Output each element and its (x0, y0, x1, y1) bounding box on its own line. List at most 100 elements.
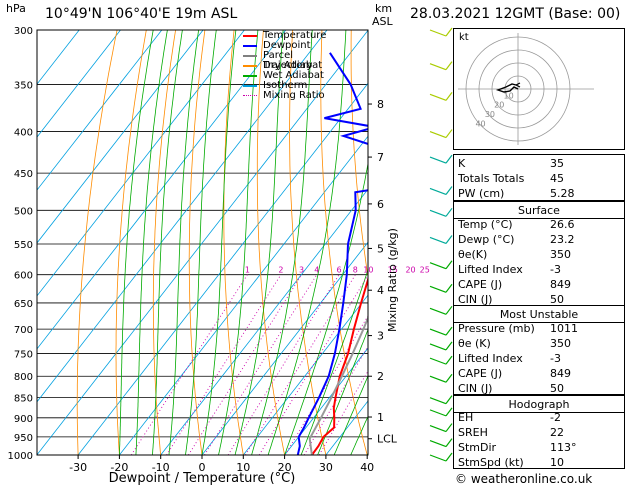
hodograph-panel: kt 10 20 30 40 (453, 28, 625, 150)
wind-barb (429, 307, 447, 315)
section-title: Most Unstable (499, 308, 579, 321)
temperature-tick-label: 30 (319, 461, 333, 474)
index-value: 45 (550, 172, 564, 185)
index-row: Totals Totals 45 (458, 171, 620, 186)
wind-barb (445, 260, 453, 270)
asl-label: ASL (372, 15, 393, 28)
section-title: Hodograph (508, 398, 570, 411)
wind-barb (429, 425, 447, 433)
wind-barb (429, 285, 447, 293)
index-label: CIN (J) (458, 293, 493, 306)
wind-barb (445, 27, 453, 37)
index-row: StmSpd (kt) 10 (458, 455, 620, 470)
wind-barb (445, 355, 453, 365)
index-label: SREH (458, 426, 488, 439)
wind-barb (445, 341, 453, 351)
index-value: 50 (550, 382, 564, 395)
legend-swatch (243, 85, 257, 87)
wet-adiabat-line (152, 30, 183, 455)
height-tick-label: 2 (377, 370, 384, 383)
wind-barb (429, 209, 447, 217)
index-label: CAPE (J) (458, 278, 503, 291)
wet-adiabat-line (135, 30, 168, 455)
index-value: 26.6 (550, 218, 575, 231)
height-tick-label: 8 (377, 98, 384, 111)
wind-barb (429, 63, 447, 71)
wind-barb (445, 438, 453, 447)
legend-item: Wet Adiabat (243, 71, 335, 81)
legend-label: Temperature (263, 30, 327, 41)
index-row: EH -2 (458, 410, 620, 425)
parcel-trajectory-curve (308, 315, 368, 455)
mixing-ratio-line (318, 370, 368, 455)
mixing-ratio-label: 10 (363, 266, 373, 275)
legend-label: Mixing Ratio (263, 90, 325, 101)
height-tick-label: 6 (377, 198, 384, 211)
mixing-ratio-label: 25 (420, 266, 430, 275)
x-axis-label: Dewpoint / Temperature (°C) (109, 471, 296, 486)
index-row: CAPE (J) 849 (458, 366, 620, 381)
dry-adiabat-line (76, 30, 118, 455)
storm-motion-marker (514, 82, 521, 88)
hodograph-ring-label: 40 (475, 119, 485, 128)
index-label: Lifted Index (458, 263, 523, 276)
index-row: Temp (°C) 26.6 (458, 217, 620, 232)
index-value: 849 (550, 367, 571, 380)
wet-adiabat-line (251, 30, 313, 455)
wet-adiabat-line (317, 328, 368, 455)
index-value: 10 (550, 456, 564, 469)
dry-adiabat-line (256, 30, 285, 455)
isotherm-line (37, 30, 163, 191)
wind-barb (429, 93, 447, 101)
wind-barb (445, 207, 453, 217)
height-tick-label: 7 (377, 151, 384, 164)
pressure-tick-label: 950 (14, 433, 33, 444)
index-row: Dewp (°C) 23.2 (458, 232, 620, 247)
legend-swatch (243, 75, 257, 77)
legend-label: Wet Adiabat (263, 70, 324, 81)
isotherm-line (242, 294, 368, 455)
mixing-ratio-label: 6 (336, 266, 341, 275)
indices-panel: K 35 Totals Totals 45 PW (cm) 5.28 (453, 154, 625, 201)
hodograph-table-panel: Hodograph EH -2 SREH 22 StmDir 113° StmSpd (kt)… (453, 395, 625, 469)
mixing-ratio-label: 4 (314, 266, 319, 275)
wind-barb (445, 395, 453, 404)
wind-barb (429, 397, 447, 405)
mixing-ratio-label: 20 (405, 266, 415, 275)
mixing-ratio-label: 15 (388, 266, 398, 275)
wet-adiabat-line (201, 30, 237, 455)
wind-barb (445, 235, 453, 244)
index-row: SREH 22 (458, 425, 620, 440)
copyright[interactable]: © weatheronline.co.uk (455, 472, 593, 486)
temperature-tick-label: -10 (152, 461, 170, 474)
legend-item: Dewpoint (243, 41, 335, 51)
isotherm-line (160, 188, 368, 455)
temperature-tick-label: 10 (236, 461, 250, 474)
height-tick-label: LCL (377, 433, 398, 446)
wind-barb (445, 407, 453, 417)
index-row: θe (K) 350 (458, 336, 620, 351)
height-tick-label: 3 (377, 330, 384, 343)
legend-label: Isotherm (263, 80, 308, 91)
index-label: StmSpd (kt) (458, 456, 524, 469)
wind-barb (429, 343, 447, 351)
wind-barb (429, 236, 447, 245)
index-label: Temp (°C) (458, 218, 513, 231)
wind-barb (429, 328, 447, 336)
temperature-curve (311, 276, 368, 455)
dry-adiabat-line (188, 30, 206, 455)
index-row: CIN (J) 50 (458, 381, 620, 396)
index-value: -2 (550, 411, 561, 424)
legend-swatch (243, 45, 257, 47)
index-row: Lifted Index -3 (458, 262, 620, 277)
wind-barb (445, 373, 453, 383)
index-row: StmDir 113° (458, 440, 620, 455)
wind-barb (445, 452, 453, 462)
height-tick-label: 4 (377, 284, 384, 297)
temperature-tick-label: 40 (360, 461, 374, 474)
legend-label: Parcel Trajectory (263, 50, 313, 71)
pressure-tick-label: 550 (14, 240, 33, 251)
wind-barb (429, 187, 447, 196)
index-label: StmDir (458, 441, 497, 454)
index-label: θe (K) (458, 337, 491, 350)
